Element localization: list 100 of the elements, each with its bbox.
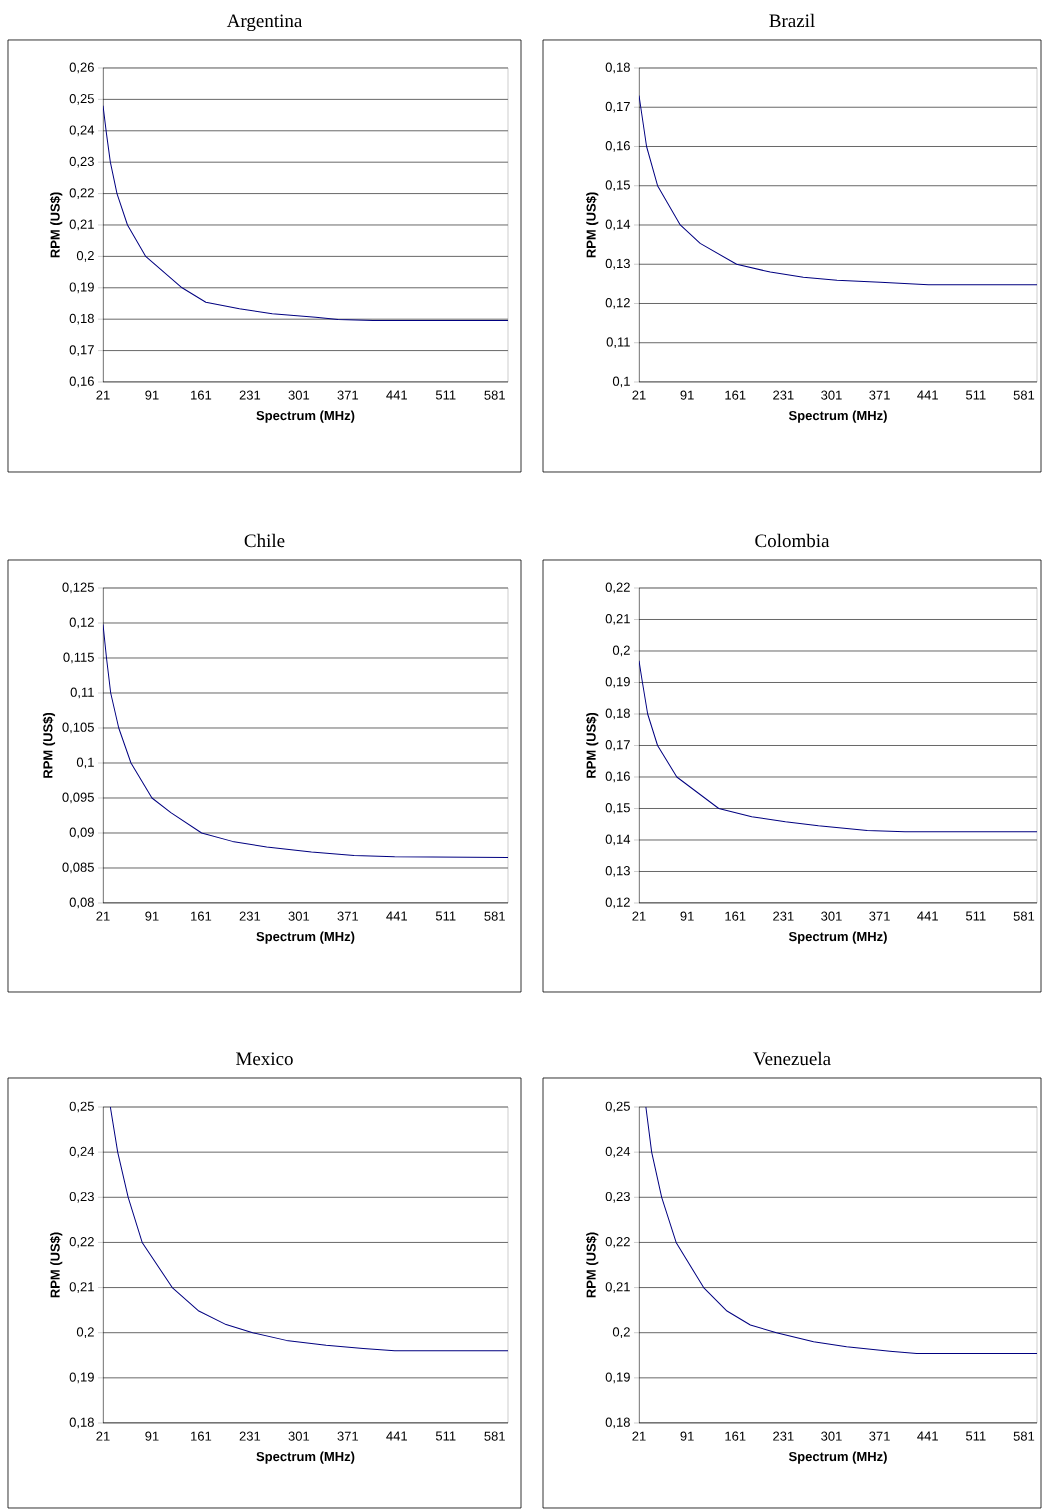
x-tick-label: 301	[821, 390, 842, 400]
x-axis-title: Spectrum (MHz)	[256, 1451, 355, 1464]
y-tick-label: 0,21	[69, 1282, 94, 1293]
x-tick-label: 91	[145, 911, 159, 921]
y-tick-label: 0,23	[69, 156, 94, 168]
x-tick-label: 511	[435, 911, 456, 921]
y-tick-label: 0,19	[69, 282, 94, 294]
x-tick-label: 161	[725, 1431, 746, 1441]
line-series	[103, 623, 508, 858]
x-tick-label: 161	[191, 1431, 212, 1441]
x-tick-label: 21	[96, 1431, 110, 1441]
y-tick-label: 0,23	[69, 1191, 94, 1203]
y-tick-label: 0,25	[69, 1101, 94, 1113]
x-tick-label: 441	[917, 911, 938, 921]
line-series	[109, 1107, 508, 1352]
y-tick-label: 0,08	[69, 897, 94, 909]
y-tick-label: 0,12	[605, 298, 630, 309]
x-tick-label: 231	[239, 390, 261, 400]
y-tick-label: 0,19	[605, 677, 630, 688]
chart-title: Argentina	[226, 14, 303, 32]
x-tick-label: 301	[821, 911, 842, 921]
x-tick-label: 231	[773, 1431, 794, 1441]
y-tick-label: 0,24	[605, 1146, 631, 1158]
x-tick-label: 231	[239, 1431, 261, 1441]
x-tick-label: 21	[632, 390, 646, 400]
x-tick-label: 581	[484, 1431, 505, 1441]
x-tick-label: 371	[869, 390, 890, 400]
y-tick-label: 0,085	[62, 862, 94, 874]
y-tick-label: 0,2	[612, 645, 630, 657]
y-tick-label: 0,17	[605, 740, 630, 751]
y-tick-label: 0,18	[605, 62, 630, 74]
x-tick-label: 441	[386, 1431, 407, 1441]
line-series	[103, 105, 508, 321]
x-tick-label: 161	[191, 390, 212, 400]
y-tick-label: 0,125	[62, 582, 94, 594]
x-tick-label: 371	[869, 1431, 890, 1441]
x-tick-label: 581	[1013, 911, 1035, 921]
line-series	[645, 1107, 1038, 1354]
x-tick-label: 511	[435, 390, 456, 400]
x-axis-title: Spectrum (MHz)	[788, 931, 887, 944]
x-tick-label: 371	[337, 911, 359, 921]
x-tick-label: 91	[145, 1431, 159, 1441]
y-tick-label: 0,14	[605, 834, 631, 846]
x-tick-label: 301	[821, 1431, 842, 1441]
y-tick-label: 0,11	[70, 687, 94, 699]
y-tick-label: 0,16	[69, 376, 94, 388]
y-tick-label: 0,1	[76, 757, 94, 769]
x-tick-label: 371	[337, 1431, 359, 1441]
x-tick-label: 301	[288, 911, 310, 921]
x-tick-label: 301	[288, 1431, 310, 1441]
x-tick-label: 441	[386, 390, 407, 400]
y-axis-title: RPM (US$)	[585, 192, 599, 258]
y-tick-label: 0,22	[69, 1237, 94, 1248]
x-tick-label: 21	[632, 911, 646, 921]
y-tick-label: 0,25	[69, 94, 94, 105]
y-tick-label: 0,15	[605, 180, 630, 192]
y-tick-label: 0,095	[62, 792, 94, 804]
x-tick-label: 371	[869, 911, 890, 921]
chart-title: Brazil	[769, 13, 815, 28]
x-tick-label: 301	[288, 390, 310, 400]
y-tick-label: 0,18	[69, 313, 94, 325]
y-tick-label: 0,19	[69, 1372, 94, 1384]
y-tick-label: 0,22	[605, 1237, 630, 1248]
y-axis-title: RPM (US$)	[42, 712, 56, 778]
chart-title: Venezuela	[753, 1051, 831, 1066]
y-axis-title: RPM (US$)	[49, 192, 63, 258]
chart-title: Mexico	[236, 1052, 293, 1066]
y-tick-label: 0,18	[605, 1417, 630, 1429]
y-tick-label: 0,18	[69, 1417, 94, 1429]
y-tick-label: 0,22	[605, 582, 630, 594]
y-tick-label: 0,1	[612, 376, 630, 388]
x-tick-label: 581	[1013, 1431, 1035, 1441]
y-tick-label: 0,15	[605, 803, 630, 814]
x-axis-title: Spectrum (MHz)	[788, 1451, 887, 1464]
y-tick-label: 0,24	[69, 125, 95, 137]
x-tick-label: 581	[484, 390, 505, 400]
y-tick-label: 0,17	[69, 345, 94, 356]
x-tick-label: 91	[680, 911, 694, 921]
y-tick-label: 0,21	[605, 1282, 630, 1293]
y-tick-label: 0,25	[605, 1101, 630, 1113]
y-tick-label: 0,12	[69, 617, 94, 629]
x-axis-title: Spectrum (MHz)	[788, 410, 887, 423]
y-tick-label: 0,17	[605, 101, 630, 113]
y-tick-label: 0,21	[605, 614, 630, 625]
x-tick-label: 511	[965, 1431, 986, 1441]
y-axis-title: RPM (US$)	[49, 1232, 63, 1298]
y-tick-label: 0,26	[69, 62, 94, 74]
x-axis-title: Spectrum (MHz)	[256, 931, 355, 944]
x-tick-label: 581	[484, 911, 505, 921]
x-tick-label: 511	[965, 390, 986, 400]
x-tick-label: 441	[386, 911, 407, 921]
x-tick-label: 161	[725, 390, 746, 400]
x-tick-label: 581	[1013, 390, 1035, 400]
y-tick-label: 0,09	[69, 827, 94, 839]
x-tick-label: 21	[632, 1431, 646, 1441]
y-tick-label: 0,12	[605, 897, 630, 909]
x-tick-label: 441	[917, 390, 938, 400]
x-axis-title: Spectrum (MHz)	[256, 410, 355, 423]
y-tick-label: 0,11	[606, 337, 630, 349]
y-tick-label: 0,16	[605, 771, 630, 783]
